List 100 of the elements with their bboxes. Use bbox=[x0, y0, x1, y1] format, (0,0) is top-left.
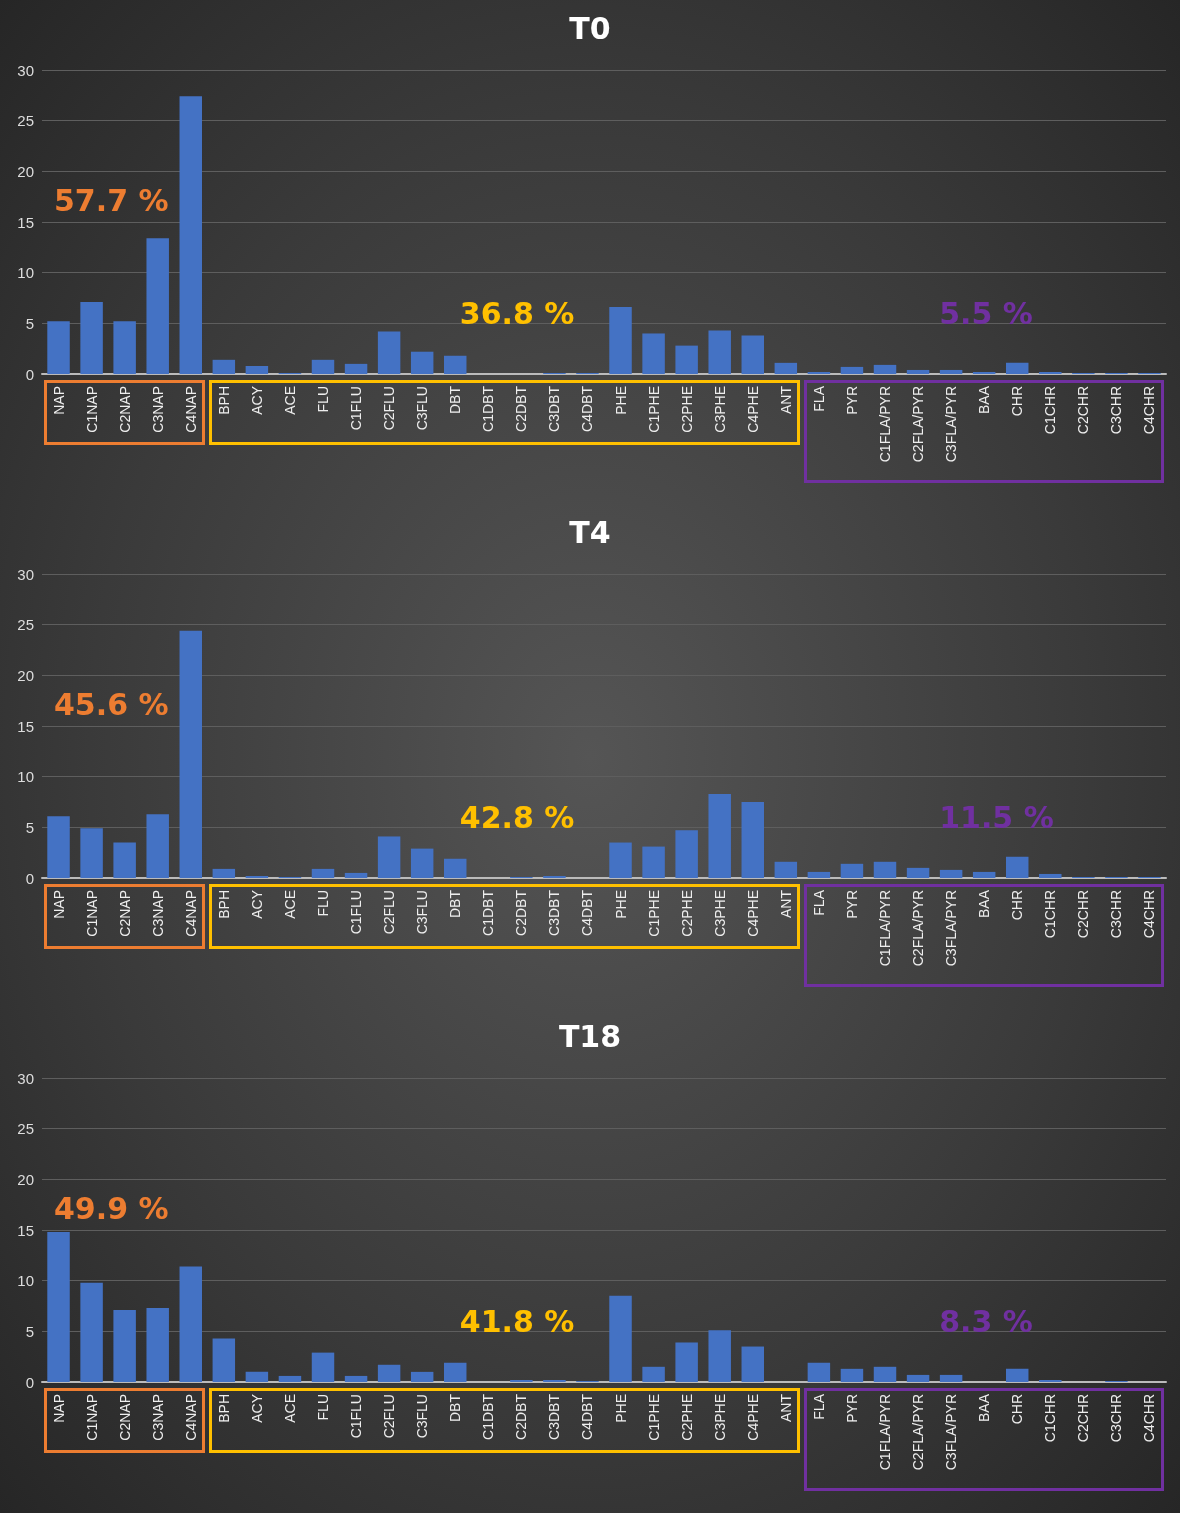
y-tick-label: 25 bbox=[17, 616, 34, 634]
x-tick-label: FLA bbox=[810, 1393, 827, 1420]
bar bbox=[774, 362, 798, 374]
x-tick-label: C3FLA/PYR bbox=[943, 1394, 960, 1471]
bar bbox=[939, 869, 963, 878]
y-tick-label: 0 bbox=[25, 869, 34, 887]
y-tick-label: 5 bbox=[25, 1322, 34, 1340]
x-tick-label: ACE bbox=[281, 386, 298, 415]
bar bbox=[179, 96, 202, 374]
x-tick-label: FLU bbox=[315, 386, 331, 413]
bar bbox=[906, 1374, 930, 1382]
x-tick-label: C3PHE bbox=[711, 386, 728, 433]
x-tick-label: C3FLU bbox=[414, 386, 431, 431]
bar bbox=[410, 351, 434, 374]
y-tick-label: 5 bbox=[25, 818, 34, 836]
annotation: 11.5 % bbox=[939, 799, 1054, 835]
x-tick-label: ACY bbox=[248, 385, 265, 415]
x-tick-label: CHR bbox=[1009, 1394, 1026, 1425]
x-tick-label: FLU bbox=[315, 1394, 331, 1421]
x-tick-label: C3CHR bbox=[1108, 890, 1125, 939]
annotation: 41.8 % bbox=[459, 1303, 575, 1339]
bar bbox=[1039, 873, 1062, 878]
annotation: 45.6 % bbox=[54, 687, 169, 723]
x-tick-label: BAA bbox=[976, 889, 993, 919]
x-tick-label: ANT bbox=[777, 385, 794, 414]
bar bbox=[543, 1379, 566, 1382]
x-tick-label: C3NAP bbox=[149, 1394, 166, 1441]
annotation: 49.9 % bbox=[54, 1191, 169, 1227]
y-tick-label: 20 bbox=[17, 666, 34, 684]
bar bbox=[47, 321, 70, 374]
bar bbox=[80, 1282, 103, 1382]
x-tick-label: C3DBT bbox=[546, 385, 563, 432]
bar bbox=[1006, 856, 1029, 878]
x-tick-label: C4NAP bbox=[182, 890, 199, 937]
x-tick-label: C4CHR bbox=[1141, 1394, 1158, 1443]
x-tick-label: ANT bbox=[777, 1393, 794, 1422]
bar bbox=[212, 868, 236, 878]
x-tick-label: NAP bbox=[50, 1394, 67, 1423]
x-tick-label: C2FLA/PYR bbox=[910, 890, 927, 967]
x-tick-label: PHE bbox=[612, 1394, 629, 1423]
x-tick-label: C2FLA/PYR bbox=[910, 386, 927, 463]
bar bbox=[807, 871, 831, 878]
x-tick-label: DBT bbox=[447, 1393, 464, 1422]
bar bbox=[642, 333, 665, 374]
y-tick-label: 10 bbox=[17, 1272, 34, 1290]
y-tick-label: 25 bbox=[17, 1120, 34, 1138]
bar bbox=[1006, 1368, 1029, 1382]
x-tick-label: PYR bbox=[843, 386, 860, 415]
bar bbox=[444, 1362, 467, 1382]
bar bbox=[741, 335, 764, 374]
x-tick-label: C2FLU bbox=[381, 386, 398, 431]
x-tick-label: ACE bbox=[281, 1394, 298, 1423]
bar bbox=[444, 858, 467, 878]
x-tick-label: C1DBT bbox=[480, 889, 497, 936]
x-tick-label: BPH bbox=[215, 386, 232, 415]
annotation: 8.3 % bbox=[939, 1303, 1033, 1339]
bar bbox=[444, 355, 467, 374]
x-tick-label: C1CHR bbox=[1042, 386, 1059, 435]
x-tick-label: C1DBT bbox=[480, 1393, 497, 1440]
bar bbox=[212, 1338, 236, 1382]
bar bbox=[939, 369, 963, 374]
bar bbox=[344, 1375, 368, 1382]
bar bbox=[146, 238, 169, 374]
x-tick-label: C2PHE bbox=[678, 386, 695, 433]
y-tick-label: 20 bbox=[17, 162, 34, 180]
bar bbox=[906, 369, 930, 374]
bar bbox=[1006, 362, 1029, 374]
x-tick-label: BAA bbox=[976, 1393, 993, 1423]
annotation: 42.8 % bbox=[459, 799, 575, 835]
x-tick-label: ACE bbox=[281, 890, 298, 919]
x-tick-label: C3DBT bbox=[546, 889, 563, 936]
bar bbox=[675, 830, 698, 878]
bar bbox=[840, 863, 864, 878]
x-tick-label: C1FLU bbox=[348, 386, 365, 431]
x-tick-label: C4DBT bbox=[579, 1393, 596, 1440]
bar bbox=[642, 846, 665, 878]
x-tick-label: C3CHR bbox=[1108, 1394, 1125, 1443]
x-tick-label: FLU bbox=[315, 890, 331, 917]
y-tick-label: 30 bbox=[17, 61, 34, 79]
x-tick-label: PYR bbox=[843, 1394, 860, 1423]
bar bbox=[344, 363, 368, 374]
bar bbox=[410, 848, 434, 878]
bar bbox=[609, 307, 632, 374]
x-tick-label: C2FLA/PYR bbox=[910, 1394, 927, 1471]
x-tick-label: C1NAP bbox=[83, 890, 100, 937]
x-tick-label: C2CHR bbox=[1075, 386, 1092, 435]
x-tick-label: C2DBT bbox=[513, 385, 530, 432]
x-tick-label: C2NAP bbox=[116, 890, 133, 937]
x-tick-label: C3DBT bbox=[546, 1393, 563, 1440]
bar bbox=[245, 1371, 269, 1382]
bar bbox=[80, 302, 103, 374]
bar bbox=[113, 1310, 136, 1382]
bar bbox=[873, 861, 897, 878]
x-tick-label: C4DBT bbox=[579, 385, 596, 432]
x-tick-label: CHR bbox=[1009, 890, 1026, 921]
bar bbox=[410, 1371, 434, 1382]
bar bbox=[510, 1379, 533, 1382]
x-tick-label: C3NAP bbox=[149, 386, 166, 433]
bar bbox=[113, 321, 136, 374]
chart-title: T18 bbox=[558, 1018, 622, 1054]
